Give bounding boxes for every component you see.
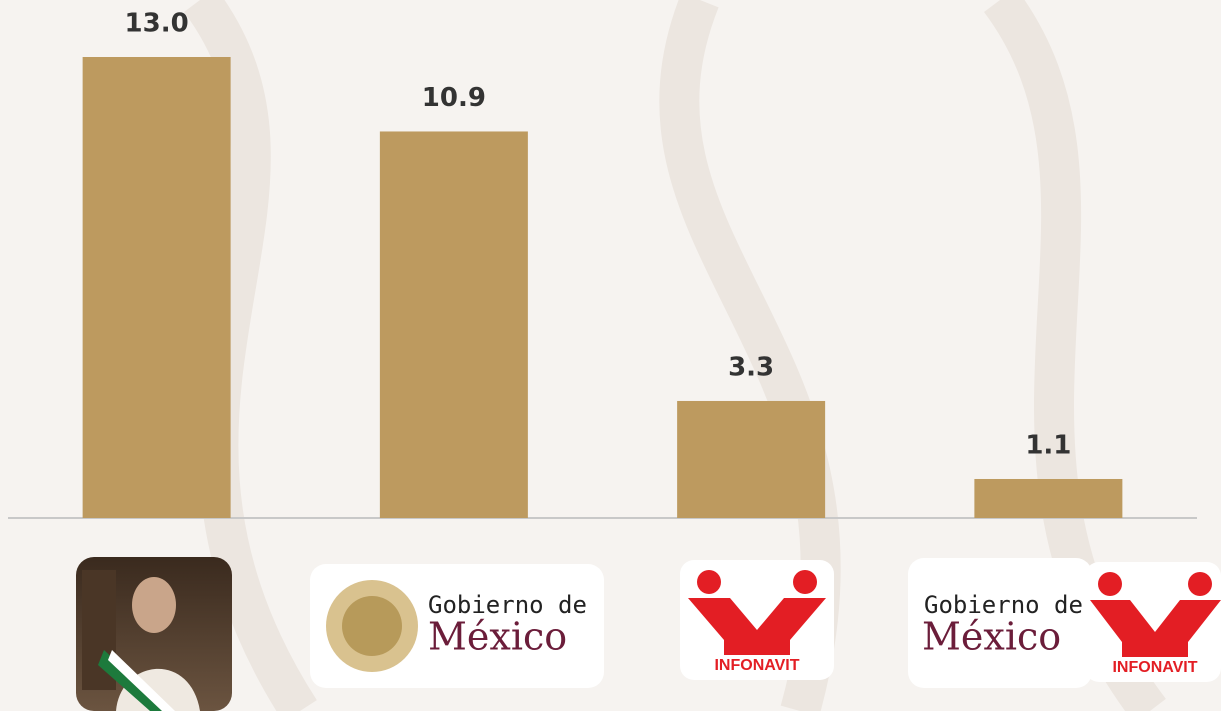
logo-text: México — [428, 615, 567, 659]
logo-text: INFONAVIT — [714, 657, 799, 674]
category-image — [76, 557, 232, 711]
bar — [379, 131, 528, 518]
bar — [974, 478, 1123, 518]
logo-text: México — [922, 615, 1061, 659]
logo-infonavit: INFONAVIT — [680, 560, 834, 680]
value-label: 3.3 — [728, 352, 774, 382]
value-label: 13.0 — [125, 9, 189, 39]
bar — [82, 57, 231, 518]
logo-gobierno: Gobierno de México — [908, 558, 1092, 688]
value-label: 1.1 — [1025, 430, 1071, 460]
value-label: 10.9 — [422, 83, 486, 113]
bar — [677, 400, 826, 518]
logo-text: INFONAVIT — [1112, 659, 1197, 676]
logo-text: Gobierno de — [428, 591, 587, 619]
logo-infonavit: INFONAVIT — [1085, 562, 1221, 682]
logo-text: Gobierno de — [924, 591, 1083, 619]
logo-gobierno: Gobierno de México — [310, 564, 604, 688]
